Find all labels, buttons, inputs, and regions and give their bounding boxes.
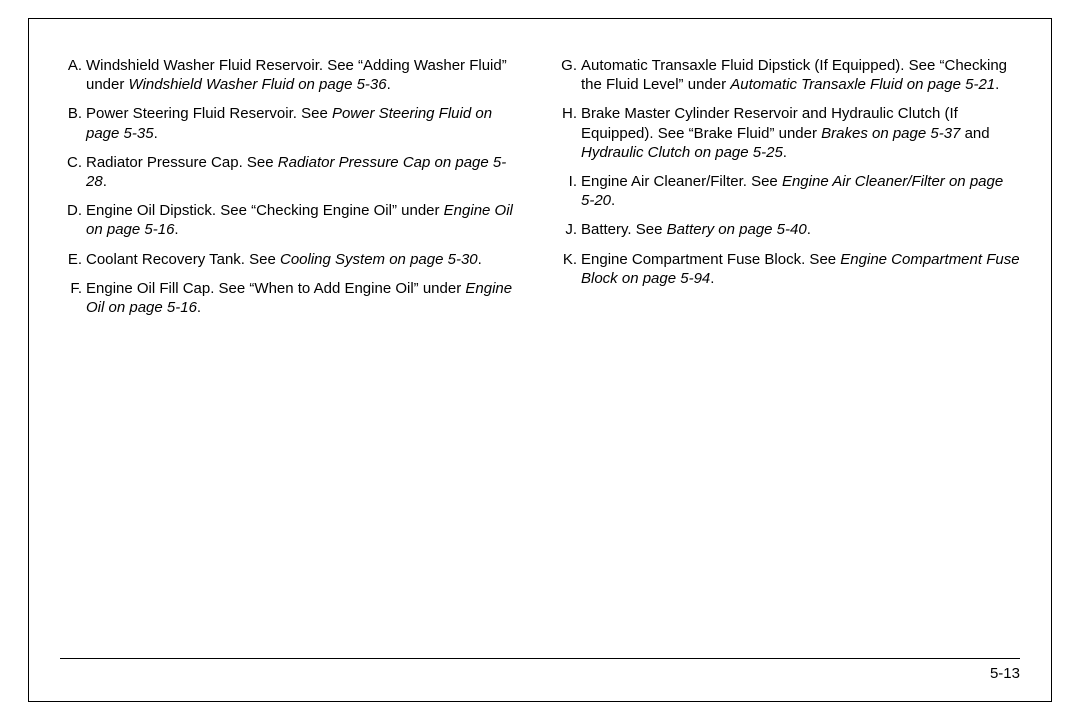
item-body: Engine Oil Dipstick. See “Checking Engin…: [86, 201, 525, 239]
list-item: K.Engine Compartment Fuse Block. See Eng…: [555, 250, 1020, 288]
footer-rule: [60, 658, 1020, 659]
list-item: D.Engine Oil Dipstick. See “Checking Eng…: [60, 201, 525, 239]
body-text: .: [710, 270, 714, 287]
item-body: Engine Compartment Fuse Block. See Engin…: [581, 250, 1020, 288]
item-letter: I.: [555, 172, 581, 210]
item-letter: H.: [555, 104, 581, 162]
list-item: H.Brake Master Cylinder Reservoir and Hy…: [555, 104, 1020, 162]
body-text: Engine Air Cleaner/Filter. See: [581, 173, 782, 190]
body-text: .: [611, 192, 615, 209]
italic-text: Automatic Transaxle Fluid on page 5-21: [730, 76, 995, 93]
body-text: Engine Oil Fill Cap. See “When to Add En…: [86, 280, 465, 297]
body-text: .: [197, 299, 201, 316]
item-body: Automatic Transaxle Fluid Dipstick (If E…: [581, 56, 1020, 94]
item-body: Engine Oil Fill Cap. See “When to Add En…: [86, 279, 525, 317]
body-text: Engine Oil Dipstick. See “Checking Engin…: [86, 202, 444, 219]
item-body: Radiator Pressure Cap. See Radiator Pres…: [86, 153, 525, 191]
list-item: A.Windshield Washer Fluid Reservoir. See…: [60, 56, 525, 94]
item-letter: J.: [555, 220, 581, 239]
italic-text: Brakes on page 5-37: [821, 125, 960, 142]
page-footer: 5-13: [60, 658, 1020, 682]
list-item: J.Battery. See Battery on page 5-40.: [555, 220, 1020, 239]
list-item: I.Engine Air Cleaner/Filter. See Engine …: [555, 172, 1020, 210]
italic-text: Cooling System on page 5-30: [280, 251, 478, 268]
item-letter: D.: [60, 201, 86, 239]
left-column: A.Windshield Washer Fluid Reservoir. See…: [60, 56, 525, 327]
list-item: F.Engine Oil Fill Cap. See “When to Add …: [60, 279, 525, 317]
body-text: .: [103, 173, 107, 190]
item-letter: B.: [60, 104, 86, 142]
item-body: Power Steering Fluid Reservoir. See Powe…: [86, 104, 525, 142]
body-text: .: [174, 221, 178, 238]
italic-text: Battery on page 5-40: [667, 221, 807, 238]
item-body: Brake Master Cylinder Reservoir and Hydr…: [581, 104, 1020, 162]
list-item: G.Automatic Transaxle Fluid Dipstick (If…: [555, 56, 1020, 94]
body-text: .: [154, 125, 158, 142]
body-text: Coolant Recovery Tank. See: [86, 251, 280, 268]
list-item: E.Coolant Recovery Tank. See Cooling Sys…: [60, 250, 525, 269]
body-text: .: [995, 76, 999, 93]
italic-text: Hydraulic Clutch on page 5-25: [581, 144, 783, 161]
body-text: Battery. See: [581, 221, 667, 238]
two-column-layout: A.Windshield Washer Fluid Reservoir. See…: [60, 56, 1020, 327]
body-text: Radiator Pressure Cap. See: [86, 154, 278, 171]
list-item: B.Power Steering Fluid Reservoir. See Po…: [60, 104, 525, 142]
body-text: Engine Compartment Fuse Block. See: [581, 251, 840, 268]
item-letter: K.: [555, 250, 581, 288]
body-text: .: [478, 251, 482, 268]
page-number: 5-13: [60, 665, 1020, 682]
item-letter: C.: [60, 153, 86, 191]
item-letter: G.: [555, 56, 581, 94]
manual-page: A.Windshield Washer Fluid Reservoir. See…: [0, 0, 1080, 720]
body-text: .: [783, 144, 787, 161]
list-item: C.Radiator Pressure Cap. See Radiator Pr…: [60, 153, 525, 191]
item-body: Battery. See Battery on page 5-40.: [581, 220, 1020, 239]
item-body: Windshield Washer Fluid Reservoir. See “…: [86, 56, 525, 94]
item-body: Coolant Recovery Tank. See Cooling Syste…: [86, 250, 525, 269]
item-letter: A.: [60, 56, 86, 94]
item-letter: E.: [60, 250, 86, 269]
body-text: Power Steering Fluid Reservoir. See: [86, 105, 332, 122]
right-column: G.Automatic Transaxle Fluid Dipstick (If…: [555, 56, 1020, 327]
item-body: Engine Air Cleaner/Filter. See Engine Ai…: [581, 172, 1020, 210]
body-text: .: [387, 76, 391, 93]
item-letter: F.: [60, 279, 86, 317]
italic-text: Windshield Washer Fluid on page 5-36: [129, 76, 387, 93]
body-text: .: [807, 221, 811, 238]
body-text: and: [960, 125, 989, 142]
